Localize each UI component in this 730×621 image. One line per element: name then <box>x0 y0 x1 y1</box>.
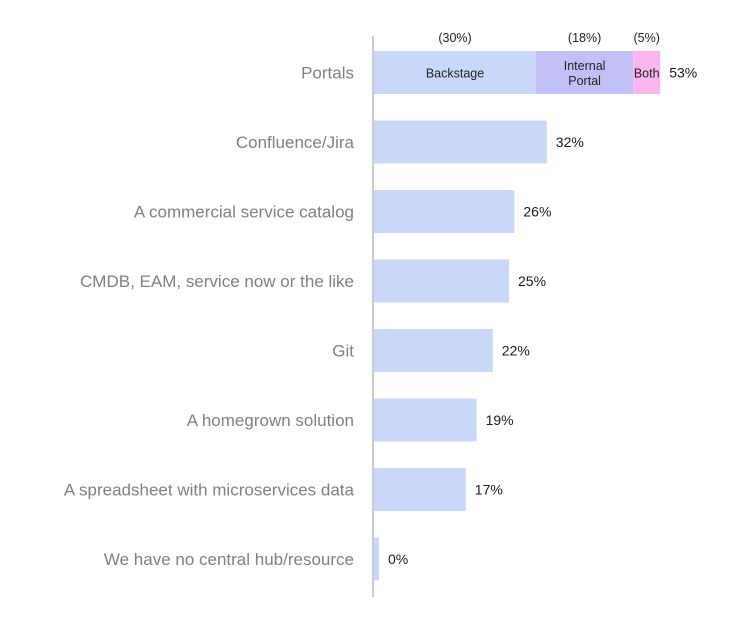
segment-name-label: Backstage <box>426 67 484 81</box>
category-label: Git <box>332 342 354 361</box>
value-label: 32% <box>556 134 584 150</box>
value-label: 0% <box>388 551 408 567</box>
category-label: A homegrown solution <box>187 411 354 430</box>
value-label: 22% <box>502 343 530 359</box>
category-labels: Portals Confluence/Jira A commercial servi… <box>64 64 355 570</box>
category-label: Confluence/Jira <box>236 133 355 152</box>
bar <box>374 120 547 164</box>
value-label: 53% <box>669 65 697 81</box>
stacked-bar-segment <box>633 51 661 94</box>
stacked-bar-segment <box>536 51 634 94</box>
segment-name-label: Internal <box>564 59 606 73</box>
bar <box>374 537 379 581</box>
bar <box>374 468 466 511</box>
segment-percent-label: (5%) <box>633 31 659 45</box>
value-labels: 53% 32% 26% 25% 22% 19% 17% 0% <box>388 65 697 568</box>
bar <box>374 329 493 372</box>
category-label: A commercial service catalog <box>134 203 354 222</box>
segment-name-label: Portal <box>568 74 601 88</box>
bar <box>374 398 477 442</box>
value-label: 25% <box>518 273 546 289</box>
segment-percent-label: (18%) <box>568 31 601 45</box>
segment-name-label: Both <box>634 67 660 81</box>
category-label: We have no central hub/resource <box>104 550 354 569</box>
category-label: A spreadsheet with microservices data <box>64 481 355 500</box>
category-label: Portals <box>301 64 354 83</box>
bar <box>374 259 509 303</box>
value-label: 19% <box>486 412 514 428</box>
bar <box>374 190 515 233</box>
stacked-bar-segment <box>374 51 536 94</box>
category-label: CMDB, EAM, service now or the like <box>80 272 354 291</box>
segment-percent-label: (30%) <box>438 31 471 45</box>
bars <box>374 120 547 581</box>
value-label: 17% <box>475 482 503 498</box>
value-label: 26% <box>523 204 551 220</box>
